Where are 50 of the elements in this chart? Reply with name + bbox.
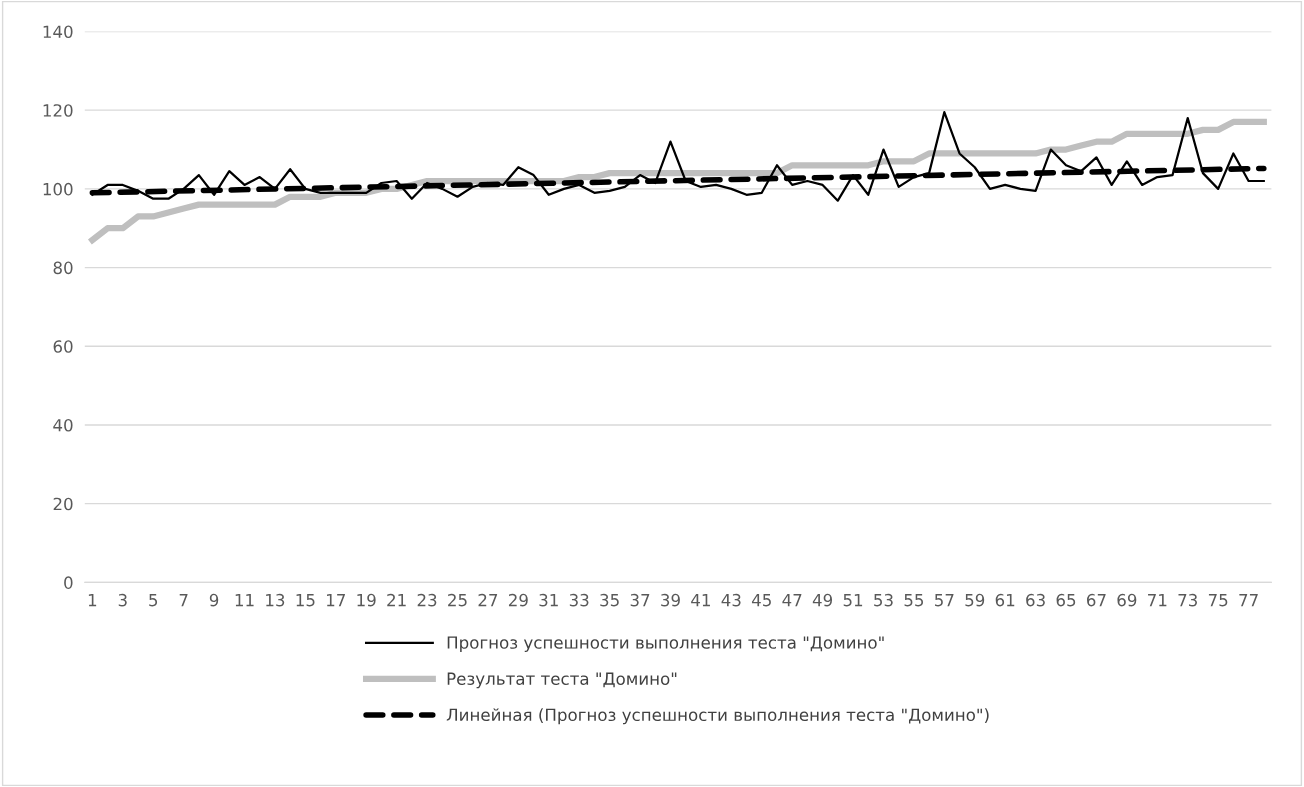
x-tick-label: 9 xyxy=(209,593,219,607)
x-tick-label: 69 xyxy=(1117,593,1137,607)
x-tick-label: 51 xyxy=(843,594,863,607)
x-tick-label: 65 xyxy=(1056,593,1076,607)
x-tick-label: 23 xyxy=(417,593,437,607)
x-tick-label: 29 xyxy=(508,593,528,607)
x-tick-label: 47 xyxy=(782,594,802,607)
x-tick-label: 3 xyxy=(118,593,127,607)
y-tick-label: 0 xyxy=(64,576,73,589)
y-tick-label: 140 xyxy=(43,25,73,39)
y-tick-label: 120 xyxy=(43,104,73,117)
x-tick-label: 17 xyxy=(327,594,345,607)
x-tick-label: 67 xyxy=(1087,593,1106,607)
x-tick-label: 57 xyxy=(935,594,954,607)
y-tick-label: 20 xyxy=(53,497,73,511)
x-tick-label: 1 xyxy=(88,594,97,607)
legend-label: Результат теста "Домино" xyxy=(447,672,677,689)
y-tick-label: 40 xyxy=(53,418,73,432)
x-tick-label: 35 xyxy=(600,593,619,607)
legend-label: Линейная (Прогноз успешности выполнения теста "Домино") xyxy=(446,708,989,725)
x-tick-label: 15 xyxy=(296,594,315,607)
x-tick-label: 11 xyxy=(235,594,254,607)
x-tick-label: 31 xyxy=(539,593,558,607)
x-tick-label: 37 xyxy=(630,593,650,607)
x-tick-label: 63 xyxy=(1026,593,1045,607)
x-tick-label: 59 xyxy=(965,593,985,607)
x-tick-label: 45 xyxy=(751,594,771,607)
x-tick-label: 73 xyxy=(1178,593,1197,607)
x-tick-label: 33 xyxy=(569,593,589,607)
legend-label: Прогноз успешности выполнения теста "Домино" xyxy=(447,636,884,653)
x-tick-label: 53 xyxy=(874,593,893,607)
x-tick-label: 75 xyxy=(1208,594,1228,607)
x-tick-label: 25 xyxy=(448,593,467,607)
x-tick-label: 21 xyxy=(387,593,406,607)
y-tick-label: 100 xyxy=(43,182,73,196)
x-tick-label: 5 xyxy=(149,594,158,607)
x-tick-label: 49 xyxy=(812,593,833,607)
x-tick-label: 55 xyxy=(904,594,924,607)
y-tick-label: 60 xyxy=(53,340,73,353)
x-tick-label: 13 xyxy=(266,593,285,607)
x-tick-label: 41 xyxy=(691,594,710,607)
x-tick-label: 27 xyxy=(478,593,498,607)
y-tick-label: 80 xyxy=(53,261,73,275)
x-tick-label: 61 xyxy=(995,593,1015,607)
x-tick-label: 39 xyxy=(661,593,680,607)
x-tick-label: 43 xyxy=(721,593,741,607)
x-tick-label: 7 xyxy=(179,594,188,607)
x-tick-label: 71 xyxy=(1148,594,1167,607)
x-tick-label: 19 xyxy=(357,593,376,607)
x-tick-label: 77 xyxy=(1239,594,1258,607)
